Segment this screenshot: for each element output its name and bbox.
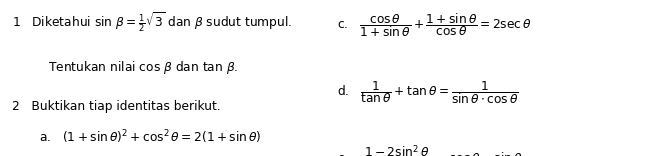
- Text: 2   Buktikan tiap identitas berikut.: 2 Buktikan tiap identitas berikut.: [12, 100, 220, 113]
- Text: a.   $(1 + \sin\theta)^2 + \cos^2\theta = 2(1 + \sin\theta)$: a. $(1 + \sin\theta)^2 + \cos^2\theta = …: [39, 128, 261, 146]
- Text: 1   Diketahui sin $\beta = \frac{1}{2}\sqrt{3}$ dan $\beta$ sudut tumpul.: 1 Diketahui sin $\beta = \frac{1}{2}\sqr…: [12, 11, 292, 34]
- Text: d.   $\dfrac{1}{\tan\theta} + \tan\theta = \dfrac{1}{\sin\theta \cdot \cos\theta: d. $\dfrac{1}{\tan\theta} + \tan\theta =…: [337, 80, 519, 106]
- Text: c.   $\dfrac{\cos\theta}{1 + \sin\theta} + \dfrac{1 + \sin\theta}{\cos\theta} = : c. $\dfrac{\cos\theta}{1 + \sin\theta} +…: [337, 11, 532, 39]
- Text: e.   $\dfrac{1 - 2\sin^2\theta}{\cos\theta + \sin\theta} = \cos\theta - \sin\the: e. $\dfrac{1 - 2\sin^2\theta}{\cos\theta…: [337, 144, 523, 156]
- Text: Tentukan nilai cos $\beta$ dan tan $\beta$.: Tentukan nilai cos $\beta$ dan tan $\bet…: [48, 59, 238, 76]
